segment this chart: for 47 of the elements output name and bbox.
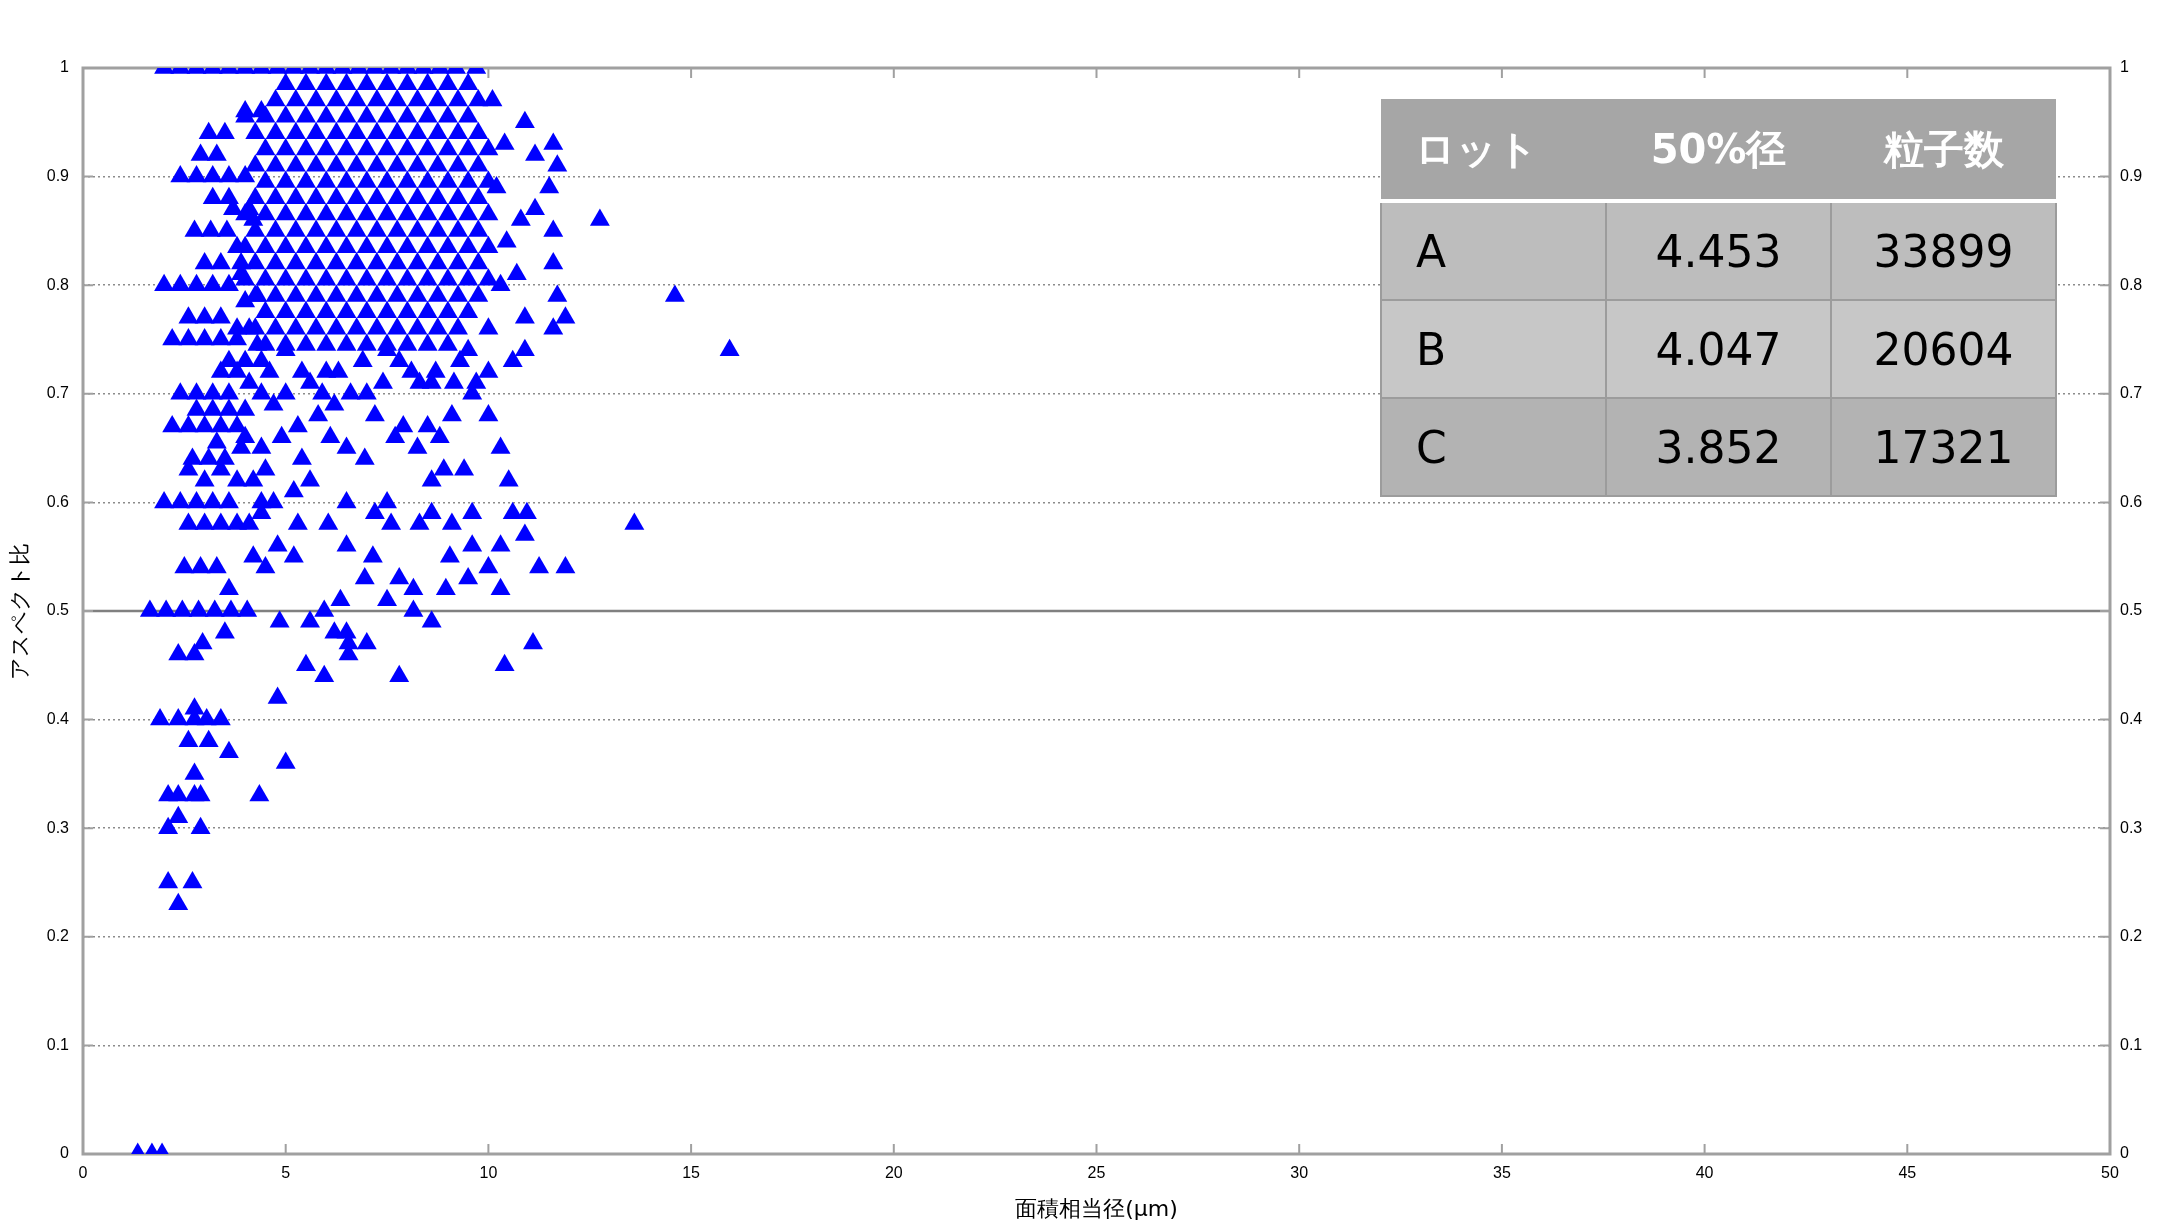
y2-tick-label: 0.4 [2120,710,2143,728]
y-tick-label: 0.4 [46,710,70,728]
y2-tick-label: 0.7 [2120,384,2143,402]
y-tick-label: 1 [60,58,70,76]
y2-tick-label: 0.9 [2120,167,2143,185]
y-tick-label: 0.6 [46,492,70,510]
y-tick-label: 0 [60,1144,70,1162]
y2-tick-label: 0.3 [2120,818,2143,836]
y2-tick-label: 1 [2120,58,2129,76]
data-label: 3.852 [1606,398,1831,496]
data-label: 4.453 [1606,201,1831,300]
x-tick-label: 30 [1290,1164,1309,1182]
x-tick-label: 15 [682,1164,701,1182]
series-label: 粒子数 [1831,99,2056,201]
data-label: 33899 [1831,201,2056,300]
x-axis-title: 面積相当径(μm) [1015,1195,1178,1221]
x-tick-label: 50 [2101,1164,2119,1182]
data-label: 4.047 [1606,300,1831,398]
y2-tick-label: 0.1 [2120,1035,2143,1053]
x-tick-label: 35 [1493,1164,1511,1182]
y2-tick-label: 0 [2120,1144,2129,1162]
y-tick-label: 0.1 [46,1035,70,1053]
y2-tick-label: 0.8 [2120,275,2143,293]
y2-tick-label: 0.5 [2120,601,2143,619]
data-label: 17321 [1831,398,2056,496]
y-axis-title: アスペクト比 [6,542,32,680]
x-tick-label: 5 [281,1164,291,1182]
x-tick-label: 20 [884,1164,903,1182]
x-tick-label: 40 [1695,1164,1714,1182]
x-tick-label: 10 [479,1164,498,1182]
text: ロット [1381,99,1606,201]
category-label: B [1381,300,1606,398]
x-tick-label: 0 [78,1164,88,1182]
y-tick-label: 0.3 [46,818,70,836]
series-label: 50%径 [1606,99,1831,201]
category-label: A [1381,201,1606,300]
data-label: 20604 [1831,300,2056,398]
y-tick-label: 0.5 [46,601,70,619]
x-tick-label: 45 [1898,1164,1917,1182]
y2-tick-label: 0.2 [2120,927,2143,945]
y-tick-label: 0.7 [46,384,70,402]
y-tick-label: 0.8 [46,275,70,293]
y-tick-label: 0.2 [46,927,70,945]
y-tick-label: 0.9 [46,167,70,185]
category-label: C [1381,398,1606,496]
x-tick-label: 25 [1087,1164,1106,1182]
y2-tick-label: 0.6 [2120,492,2143,510]
